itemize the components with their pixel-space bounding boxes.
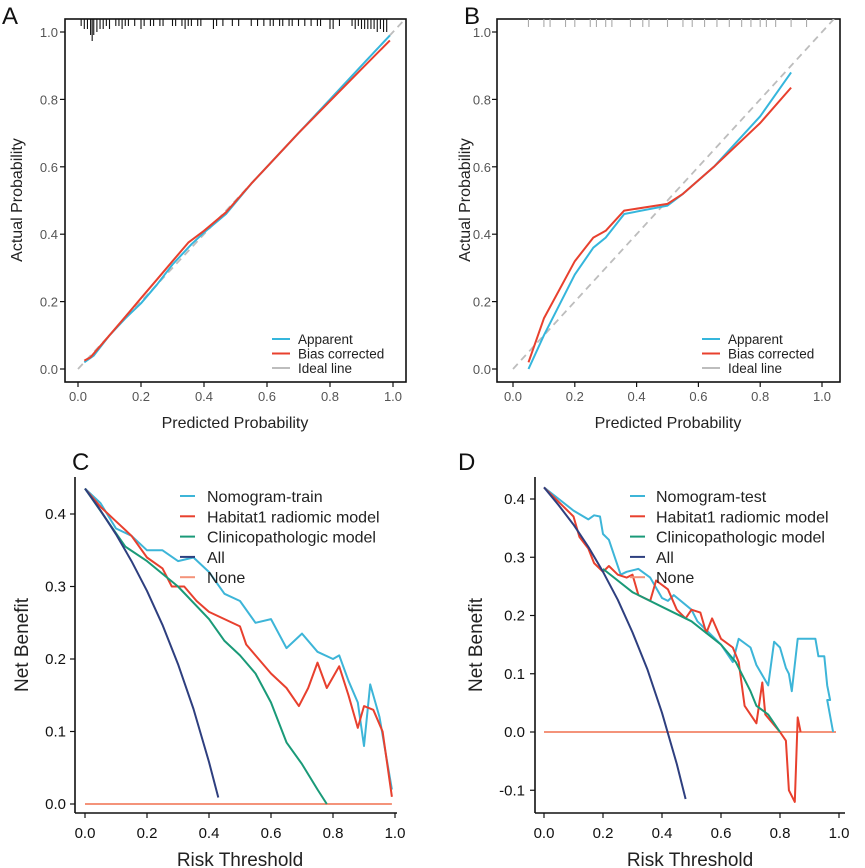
y-axis-title: Net Benefit (12, 597, 33, 692)
panel-label: B (464, 3, 480, 30)
legend: Nomogram-test Habitat1 radiomic model Clin… (630, 489, 829, 587)
x-axis-title: Predicted Probability (162, 415, 309, 432)
y-axis-title: Net Benefit (466, 597, 487, 692)
y-tick-label: 0.8 (473, 92, 491, 107)
x-tick-label: 0.8 (323, 825, 344, 842)
panel-c: C 0.0 0.1 0.2 0.3 0.4 0.0 0.2 0.4 0.6 0.8 1.0 Risk T… (12, 449, 405, 868)
legend-label: Clinicopathologic model (656, 530, 825, 547)
plot-frame (64, 18, 407, 383)
legend: Nomogram-train Habitat1 radiomic model Cli… (180, 489, 380, 587)
series-line-clinicopathologic-model (84, 488, 328, 805)
y-tick-label: 0.2 (40, 295, 58, 310)
x-tick-label: 0.8 (751, 389, 769, 404)
y-tick-label: 0.4 (45, 506, 66, 523)
x-tick-label: 0.2 (566, 389, 584, 404)
x-tick-label: 0.4 (652, 825, 673, 842)
y-tick-label: 0.0 (40, 362, 58, 377)
series-line-clinicopathologic-model (602, 568, 781, 733)
series-line-habitat1-radiomic-model (84, 487, 393, 797)
x-axis-title: Risk Threshold (627, 850, 753, 868)
y-axis-title: Actual Probability (9, 138, 26, 262)
series-line-nomogram-train (84, 487, 393, 790)
y-tick-label: 0.2 (504, 608, 525, 625)
legend-label: All (207, 550, 225, 567)
x-tick-label: 0.8 (321, 389, 339, 404)
series-line-apparent (527, 71, 792, 370)
panel-d: D -0.1 0.0 0.1 0.2 0.3 0.4 0.0 0.2 0.4 0.6 0.8 1.0 Ri… (458, 449, 849, 868)
y-tick-label: 0.3 (45, 579, 66, 596)
y-tick-label: -0.1 (499, 782, 525, 799)
legend-label: None (207, 570, 245, 587)
x-tick-label: 1.0 (813, 389, 831, 404)
y-tick-label: 0.4 (473, 227, 491, 242)
x-axis-title: Risk Threshold (177, 850, 303, 868)
x-tick-label: 0.2 (137, 825, 158, 842)
y-tick-label: 0.2 (473, 295, 491, 310)
legend-label: Apparent (298, 332, 353, 347)
x-tick-label: 0.0 (75, 825, 96, 842)
panel-label: D (458, 449, 475, 476)
y-tick-label: 0.6 (473, 160, 491, 175)
x-tick-label: 0.8 (770, 825, 791, 842)
x-tick-label: 0.4 (628, 389, 646, 404)
x-tick-label: 1.0 (384, 389, 402, 404)
x-tick-label: 0.6 (689, 389, 707, 404)
series-line-bias-corrected (83, 39, 391, 362)
y-tick-label: 0.2 (45, 651, 66, 668)
legend-label: Ideal line (728, 361, 782, 376)
y-tick-label: 0.3 (504, 549, 525, 566)
x-tick-label: 0.2 (132, 389, 150, 404)
y-tick-label: 0.0 (473, 362, 491, 377)
y-tick-label: 0.8 (40, 92, 58, 107)
series-line-all (543, 486, 687, 800)
legend-label: Apparent (728, 332, 783, 347)
x-tick-label: 0.0 (69, 389, 87, 404)
legend-label: Nomogram-train (207, 489, 323, 506)
legend-label: Bias corrected (298, 347, 384, 362)
panel-a: A 0.0 0.2 0.4 0.6 0.8 1.0 0.0 0.2 0.4 0.6 0.8 1.0 Pre… (2, 3, 407, 432)
y-tick-label: 0.4 (40, 227, 58, 242)
y-tick-label: 0.0 (504, 724, 525, 741)
x-tick-label: 0.6 (711, 825, 732, 842)
plot-frame (496, 18, 841, 383)
y-tick-label: 1.0 (40, 25, 58, 40)
x-tick-label: 1.0 (385, 825, 406, 842)
series-line-ideal-line (512, 19, 836, 370)
legend-label: Habitat1 radiomic model (207, 509, 380, 526)
y-tick-label: 0.1 (45, 724, 66, 741)
legend-label: Habitat1 radiomic model (656, 509, 829, 526)
panel-label: C (72, 449, 89, 476)
legend-label: None (656, 570, 694, 587)
y-axis-title: Actual Probability (457, 138, 474, 262)
y-tick-label: 0.0 (45, 796, 66, 813)
x-tick-label: 0.0 (504, 389, 522, 404)
x-tick-label: 1.0 (829, 825, 850, 842)
panel-b: B 0.0 0.2 0.4 0.6 0.8 1.0 0.0 0.2 0.4 0.6 0.8 1.0 Pre… (457, 3, 841, 432)
legend-label: Bias corrected (728, 347, 814, 362)
y-tick-label: 0.6 (40, 160, 58, 175)
series-line-all (84, 488, 220, 798)
y-tick-label: 0.4 (504, 491, 525, 508)
y-tick-label: 0.1 (504, 666, 525, 683)
legend-label: Clinicopathologic model (207, 530, 376, 547)
y-tick-label: 1.0 (473, 25, 491, 40)
legend-label: Nomogram-test (656, 489, 767, 506)
x-axis-title: Predicted Probability (595, 415, 742, 432)
panel-label: A (2, 3, 18, 30)
x-tick-label: 0.2 (593, 825, 614, 842)
legend-label: All (656, 550, 674, 567)
legend-label: Ideal line (298, 361, 352, 376)
x-tick-label: 0.4 (195, 389, 213, 404)
x-tick-label: 0.0 (534, 825, 555, 842)
x-tick-label: 0.4 (199, 825, 220, 842)
x-tick-label: 0.6 (258, 389, 276, 404)
x-tick-label: 0.6 (261, 825, 282, 842)
series-line-bias-corrected (527, 86, 792, 363)
